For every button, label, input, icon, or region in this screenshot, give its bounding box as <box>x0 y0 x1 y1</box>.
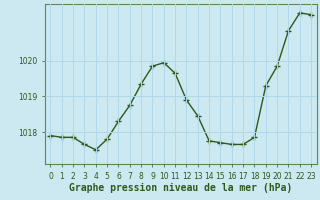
X-axis label: Graphe pression niveau de la mer (hPa): Graphe pression niveau de la mer (hPa) <box>69 183 292 193</box>
